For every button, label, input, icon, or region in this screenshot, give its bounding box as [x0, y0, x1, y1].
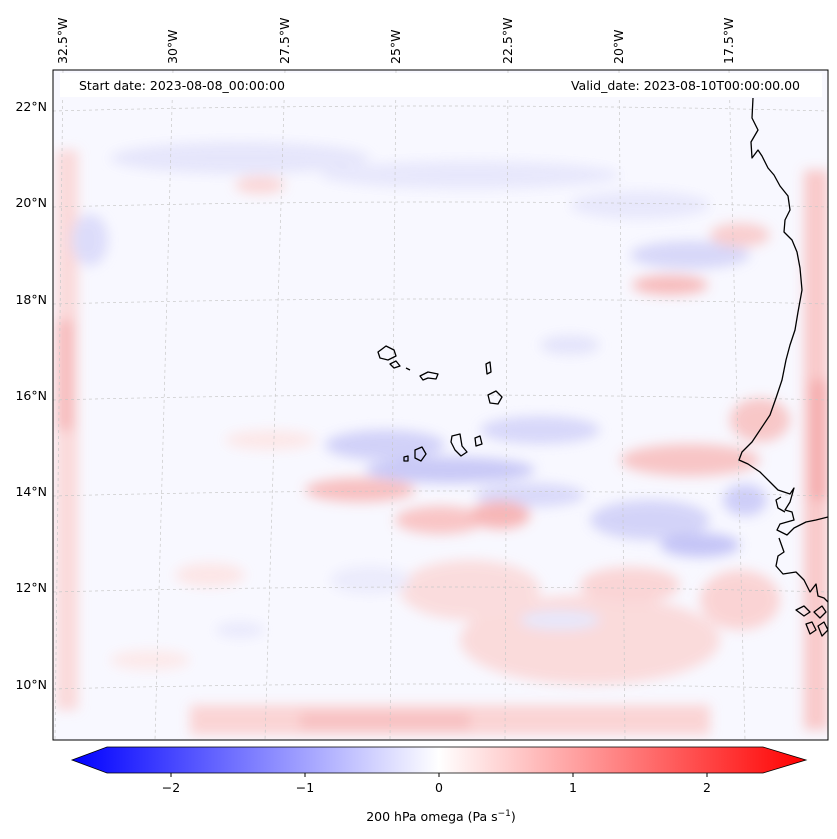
valid-date-text: Valid_date: 2023-08-10T00:00:00.00 [571, 78, 800, 93]
longitude-gridline [389, 70, 397, 740]
map-frame [52, 69, 829, 741]
lon-label-27-5w: 27.5°W [277, 18, 292, 64]
longitude-gridline [618, 70, 626, 740]
latitude-gridline [53, 298, 828, 305]
omega-field [56, 142, 828, 735]
latitude-gridline [53, 586, 828, 593]
latitude-gridline [53, 683, 828, 690]
island-maio [474, 435, 483, 447]
colorbar-tick-label: 2 [703, 780, 711, 795]
lat-label-22n: 22°N [15, 99, 47, 114]
lat-label-10n: 10°N [15, 677, 47, 692]
latitude-labels: 22°N 20°N 18°N 16°N 14°N 12°N 10°N [15, 99, 47, 692]
colorbar-ticks: −2 −1 0 1 2 [162, 773, 711, 795]
island-sal [485, 361, 492, 375]
colorbar-label: 200 hPa omega (Pa s−1) [366, 809, 516, 824]
island-brava [403, 455, 409, 462]
island-fogo [414, 446, 427, 462]
island-boa-vista [487, 390, 503, 405]
lon-label-22-5w: 22.5°W [500, 18, 515, 64]
latitude-gridline [53, 394, 828, 401]
colorbar-label-superscript: −1 [498, 809, 511, 819]
longitude-gridline [154, 70, 174, 740]
gridlines [53, 70, 828, 740]
lat-label-12n: 12°N [15, 580, 47, 595]
colorbar-tick-label: −2 [162, 780, 180, 795]
header-band [60, 73, 822, 97]
africa-coastline [738, 97, 828, 536]
coastlines [377, 97, 828, 637]
lat-label-18n: 18°N [15, 292, 47, 307]
longitude-labels: 32.5°W 30°W 27.5°W 25°W 22.5°W 20°W 17.5… [55, 18, 736, 64]
colorbar: −2 −1 0 1 2 200 hPa omega (Pa s−1) [70, 746, 808, 824]
colorbar-tick-label: 1 [569, 780, 577, 795]
longitude-gridline [264, 70, 286, 740]
map-panel: Start date: 2023-08-08_00:00:00 Valid_da… [52, 69, 829, 741]
lat-label-14n: 14°N [15, 484, 47, 499]
lon-label-20w: 20°W [611, 29, 626, 64]
gambia-estuary [775, 496, 786, 513]
colorbar-tick-label: 0 [435, 780, 443, 795]
longitude-gridline [728, 70, 746, 740]
latitude-gridline [53, 490, 828, 497]
start-date-text: Start date: 2023-08-08_00:00:00 [79, 78, 285, 93]
longitude-gridline [54, 70, 64, 740]
guinea-bissau-coast [775, 537, 828, 603]
colorbar-bar [70, 746, 808, 774]
lat-label-20n: 20°N [15, 195, 47, 210]
bijagos-islands [795, 605, 828, 637]
longitude-gridline [504, 70, 509, 740]
island-sao-vicente [389, 360, 401, 369]
lat-label-16n: 16°N [15, 388, 47, 403]
lon-label-25w: 25°W [388, 29, 403, 64]
lon-label-17-5w: 17.5°W [721, 18, 736, 64]
island-santo-antao [377, 345, 397, 361]
island-sao-nicolau [419, 371, 439, 381]
colorbar-label-main: 200 hPa omega (Pa s [366, 809, 497, 824]
lon-label-30w: 30°W [165, 29, 180, 64]
lon-label-32-5w: 32.5°W [55, 18, 70, 64]
latitude-gridline [53, 201, 828, 208]
island-santa-luzia [405, 367, 411, 371]
colorbar-tick-label: −1 [296, 780, 314, 795]
island-santiago [450, 433, 468, 457]
colorbar-label-end: ) [511, 809, 516, 824]
latitude-gridline [53, 105, 828, 112]
